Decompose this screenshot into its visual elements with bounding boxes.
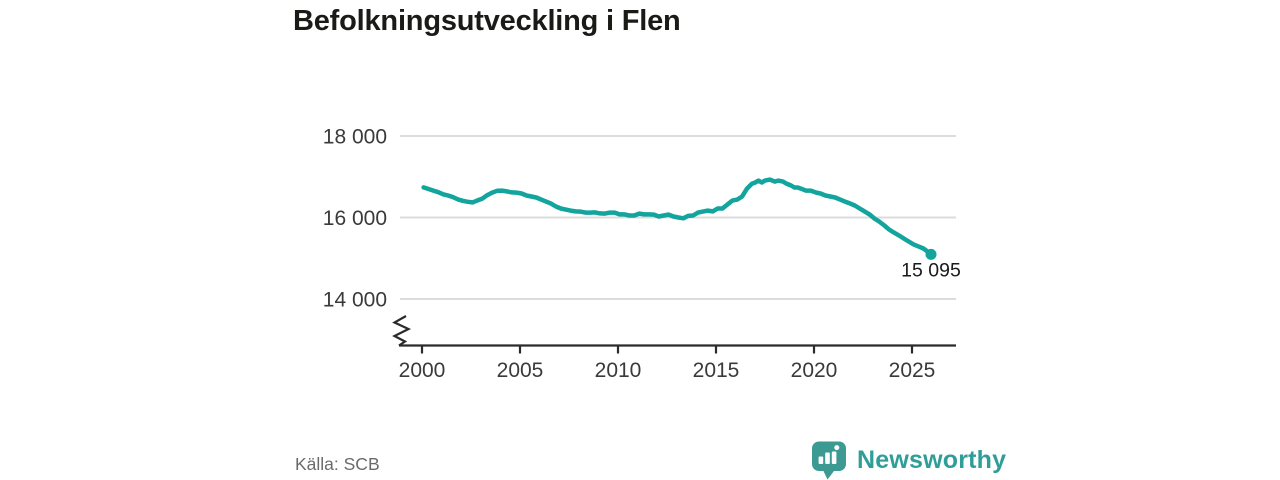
end-value-label: 15 095 [901, 259, 961, 281]
newsworthy-wordmark: Newsworthy [857, 445, 1007, 474]
x-tick-label: 2010 [595, 359, 642, 382]
y-axis-label: 18 000 [323, 126, 387, 149]
end-point-marker [925, 248, 937, 260]
population-line [421, 177, 934, 257]
x-tick-label: 2015 [693, 359, 740, 382]
x-tick-label: 2005 [497, 359, 544, 382]
newsworthy-icon [812, 441, 846, 480]
x-tick-label: 2020 [791, 359, 838, 382]
x-tick-label: 2000 [399, 359, 446, 382]
y-axis-label: 16 000 [323, 207, 387, 230]
source-note: Källa: SCB [295, 454, 380, 474]
axis-break-icon [392, 315, 412, 347]
x-tick-label: 2025 [889, 359, 936, 382]
newsworthy-logo: Newsworthy [810, 440, 1006, 480]
y-axis-label: 14 000 [323, 289, 387, 312]
page-title: Befolkningsutveckling i Flen [293, 5, 681, 37]
speech-bubble-bar-chart-icon [812, 441, 846, 480]
